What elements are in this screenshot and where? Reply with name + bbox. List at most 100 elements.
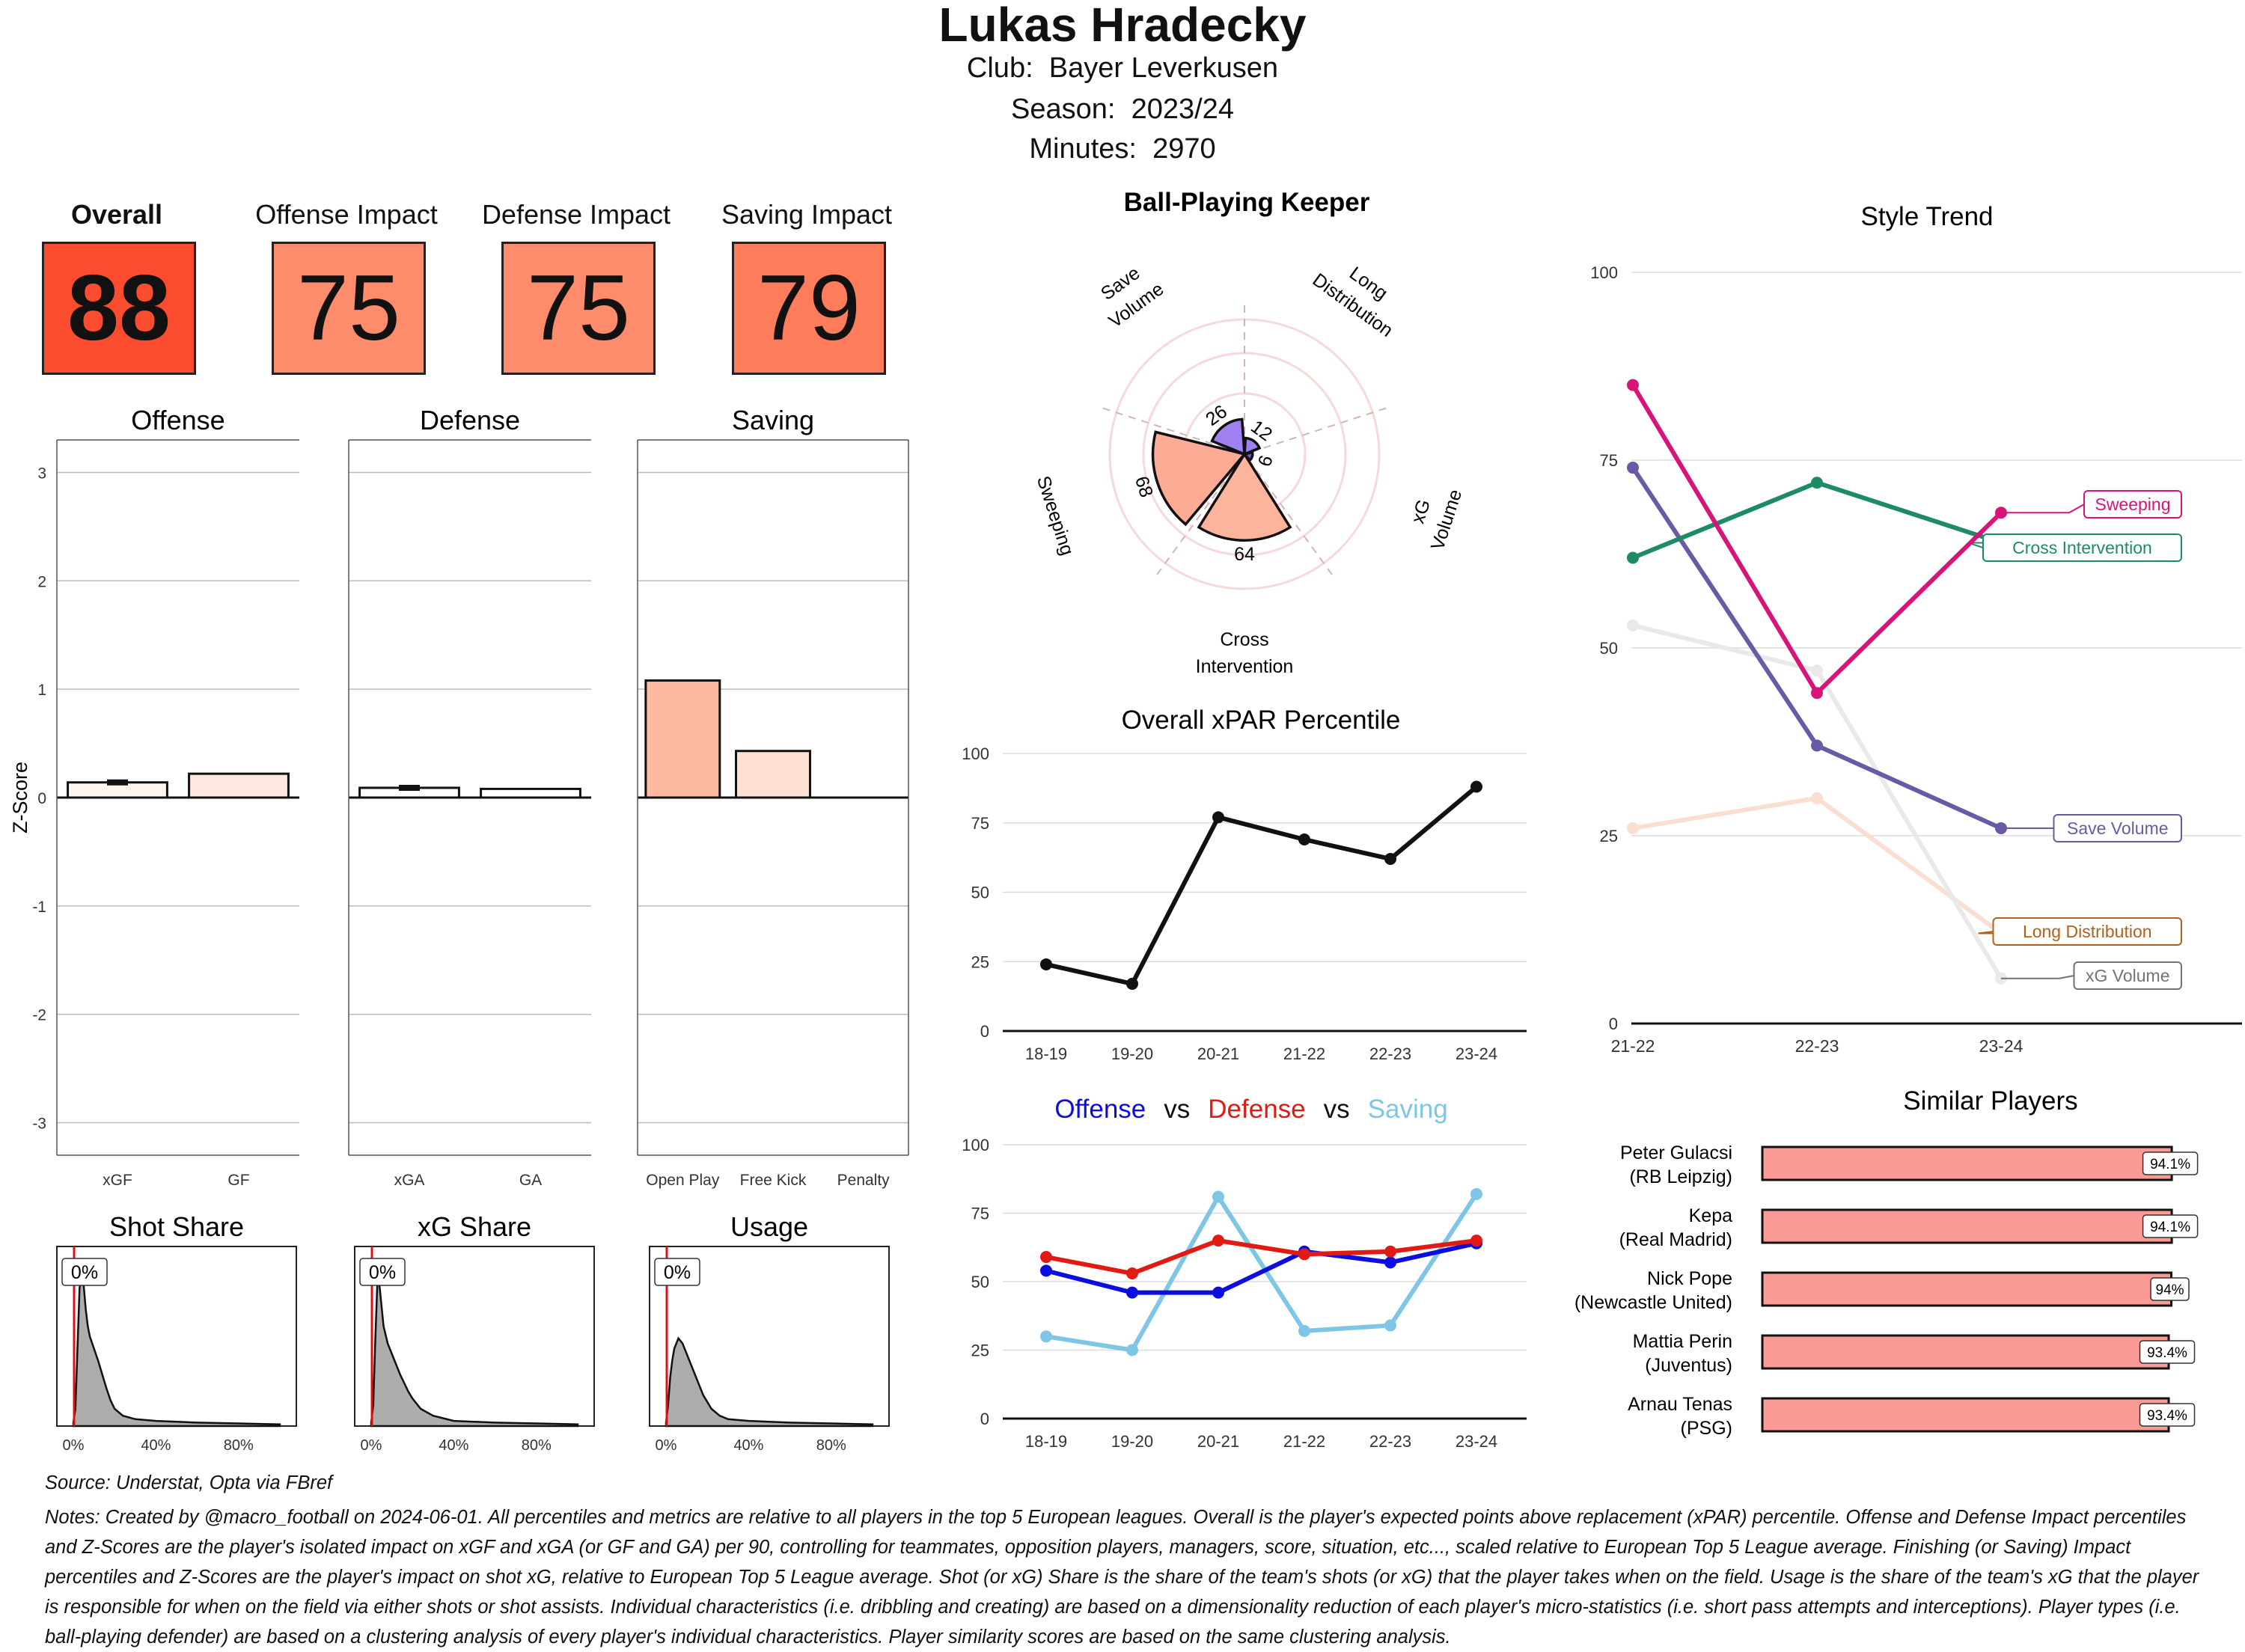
minutes-value: 2970 bbox=[1152, 133, 1216, 165]
offense-impact-box: 75 bbox=[272, 242, 426, 375]
x-tick-label: GA bbox=[519, 1172, 542, 1189]
club-label: Club: bbox=[967, 52, 1033, 84]
similarity-bar bbox=[1762, 1273, 2172, 1306]
style-line bbox=[1633, 798, 2001, 934]
density-area bbox=[371, 1282, 578, 1426]
x-tick-label: 20-21 bbox=[1197, 1432, 1239, 1451]
y-tick-label: 3 bbox=[37, 465, 46, 482]
xpar-line bbox=[1046, 787, 1476, 984]
y-tick-label: 50 bbox=[971, 1273, 989, 1291]
similarity-bar bbox=[1762, 1398, 2169, 1431]
y-tick-label: 50 bbox=[971, 884, 989, 902]
x-tick-label: 80% bbox=[816, 1437, 846, 1454]
series-label: xG Volume bbox=[2086, 966, 2170, 985]
player-value-label: 0% bbox=[369, 1262, 396, 1283]
player-team: (RB Leipzig) bbox=[1629, 1166, 1732, 1187]
player-name: Mattia Perin bbox=[1633, 1331, 1732, 1352]
style-point bbox=[1627, 379, 1639, 391]
player-name: Nick Pope bbox=[1647, 1268, 1732, 1289]
x-tick-label: 19-20 bbox=[1111, 1044, 1153, 1063]
radar-axis-label-line: Intervention bbox=[1196, 656, 1294, 677]
player-value-label: 0% bbox=[664, 1262, 691, 1283]
x-tick-label: Open Play bbox=[646, 1172, 720, 1189]
overall-score-box: 88 bbox=[42, 242, 196, 375]
y-tick-label: 100 bbox=[962, 744, 989, 763]
x-tick-label: GF bbox=[227, 1172, 249, 1189]
style-point bbox=[1627, 620, 1639, 631]
xpar-point bbox=[1212, 811, 1224, 823]
y-tick-label: 75 bbox=[1600, 451, 1618, 470]
style-line bbox=[1633, 483, 2001, 557]
odsl-title-part: Defense bbox=[1208, 1095, 1305, 1124]
player-team: (PSG) bbox=[1681, 1418, 1732, 1439]
odsl-point-saving bbox=[1384, 1320, 1396, 1332]
similarity-bar bbox=[1762, 1210, 2172, 1243]
x-tick-label: 22-23 bbox=[1369, 1044, 1411, 1063]
z-bar bbox=[736, 751, 810, 798]
notes-text: Notes: Created by @macro_football on 202… bbox=[45, 1502, 2215, 1652]
style-line bbox=[1633, 385, 2001, 694]
y-tick-label: -1 bbox=[32, 899, 46, 916]
label-connector bbox=[2001, 504, 2084, 513]
x-tick-label: 40% bbox=[141, 1437, 171, 1454]
x-tick-label: 80% bbox=[224, 1437, 254, 1454]
odsl-point-saving bbox=[1126, 1344, 1138, 1356]
x-tick-label: 22-23 bbox=[1369, 1432, 1411, 1451]
player-value-label: 0% bbox=[71, 1262, 98, 1283]
similarity-bar bbox=[1762, 1336, 2169, 1368]
season-label: Season: bbox=[1011, 94, 1115, 125]
style-point bbox=[1811, 740, 1823, 752]
defense-impact-box: 75 bbox=[501, 242, 656, 375]
x-tick-label: 21-22 bbox=[1611, 1036, 1655, 1056]
similarity-label: 93.4% bbox=[2147, 1345, 2187, 1361]
player-team: (Newcastle United) bbox=[1574, 1292, 1732, 1313]
odsl-point-offense bbox=[1384, 1256, 1396, 1268]
score-label-defense: Defense Impact bbox=[464, 199, 688, 230]
similar-title: Similar Players bbox=[1903, 1086, 2077, 1116]
x-tick-label: Penalty bbox=[837, 1172, 891, 1189]
density-area bbox=[73, 1275, 280, 1426]
radar-value-label: 6 bbox=[1254, 453, 1277, 469]
label-connector bbox=[2001, 976, 2074, 979]
x-tick-label: xGA bbox=[394, 1172, 425, 1189]
radar-axis-label: Sweeping bbox=[1033, 474, 1078, 558]
density-title: xG Share bbox=[418, 1211, 531, 1242]
y-tick-label: 25 bbox=[971, 952, 989, 971]
odsl-point-saving bbox=[1212, 1191, 1224, 1203]
similarity-label: 94.1% bbox=[2150, 1157, 2190, 1172]
xpar-point bbox=[1040, 958, 1052, 970]
panel-title: Offense bbox=[131, 405, 224, 435]
radar-title: Ball-Playing Keeper bbox=[1124, 188, 1370, 217]
z-bar bbox=[189, 774, 289, 798]
radar-chart: Ball-Playing Keeper126646826LongDistribu… bbox=[943, 180, 1557, 681]
x-tick-label: 21-22 bbox=[1283, 1432, 1325, 1451]
x-tick-label: 18-19 bbox=[1025, 1432, 1067, 1451]
xpar-point bbox=[1298, 833, 1310, 845]
xpar-point bbox=[1126, 978, 1138, 990]
score-label-overall: Overall bbox=[42, 199, 192, 230]
y-tick-label: 0 bbox=[1609, 1015, 1618, 1033]
y-tick-label: 0 bbox=[980, 1410, 989, 1428]
style-point bbox=[1811, 687, 1823, 699]
odsl-point-defense bbox=[1384, 1246, 1396, 1258]
x-tick-label: 40% bbox=[733, 1437, 763, 1454]
y-tick-label: 2 bbox=[37, 573, 46, 590]
player-team: (Juventus) bbox=[1645, 1355, 1732, 1376]
series-label: Long Distribution bbox=[2023, 922, 2152, 941]
odsl-point-saving bbox=[1298, 1325, 1310, 1337]
odsl-title-part: Offense bbox=[1054, 1095, 1146, 1124]
season-line: Season: 2023/24 bbox=[0, 94, 2245, 126]
radar-axis-label-line: Volume bbox=[1427, 487, 1466, 553]
similarity-bar bbox=[1762, 1147, 2172, 1180]
y-tick-label: -2 bbox=[32, 1007, 46, 1024]
player-name: Arnau Tenas bbox=[1628, 1394, 1732, 1415]
x-tick-label: 80% bbox=[522, 1437, 552, 1454]
y-tick-label: 75 bbox=[971, 814, 989, 833]
y-tick-label: 25 bbox=[1600, 827, 1618, 845]
